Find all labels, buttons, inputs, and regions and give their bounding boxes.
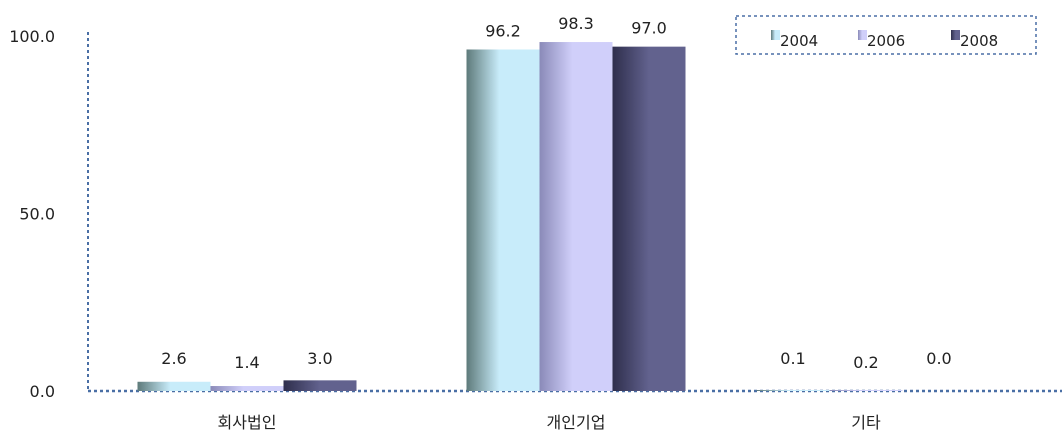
bar-2008-1 [612,46,686,392]
data-labels: 2.6 96.2 0.1 1.4 98.3 0.2 3.0 97.0 0.0 [161,14,951,372]
legend-swatch [771,30,780,40]
x-category-label: 개인기업 [547,413,606,432]
x-category-label: 기타 [851,413,881,432]
data-label: 98.3 [558,14,594,33]
data-label: 0.1 [780,349,805,368]
bars [137,42,903,392]
x-category-label: 회사법인 [218,413,277,432]
legend-box [735,15,1037,55]
data-label: 97.0 [631,19,667,38]
legend-swatch [951,30,960,40]
data-label: 1.4 [234,353,259,372]
data-label: 2.6 [161,349,186,368]
data-label: 96.2 [485,21,521,40]
bar-2008-0 [283,380,357,391]
data-label: 0.0 [926,349,951,368]
legend-swatch [858,30,867,40]
bar-2006-0 [210,386,284,391]
legend-label: 2006 [867,32,905,50]
x-axis: 회사법인 개인기업 기타 [88,389,1062,432]
legend-label: 2008 [960,32,998,50]
legend-label: 2004 [780,32,818,50]
y-tick-label: 50.0 [19,205,55,224]
data-label: 3.0 [307,349,332,368]
bar-2004-1 [466,49,540,392]
y-tick-label: 100.0 [9,27,55,46]
y-axis: 0.0 50.0 100.0 [9,27,89,401]
bar-2006-1 [539,42,613,391]
data-label: 0.2 [853,353,878,372]
bar-2004-0 [137,381,211,391]
bar-2004-2 [756,390,830,391]
y-tick-label: 0.0 [30,382,55,401]
legend: 2004 2006 2008 [735,15,1037,55]
bar-2006-2 [829,390,903,391]
